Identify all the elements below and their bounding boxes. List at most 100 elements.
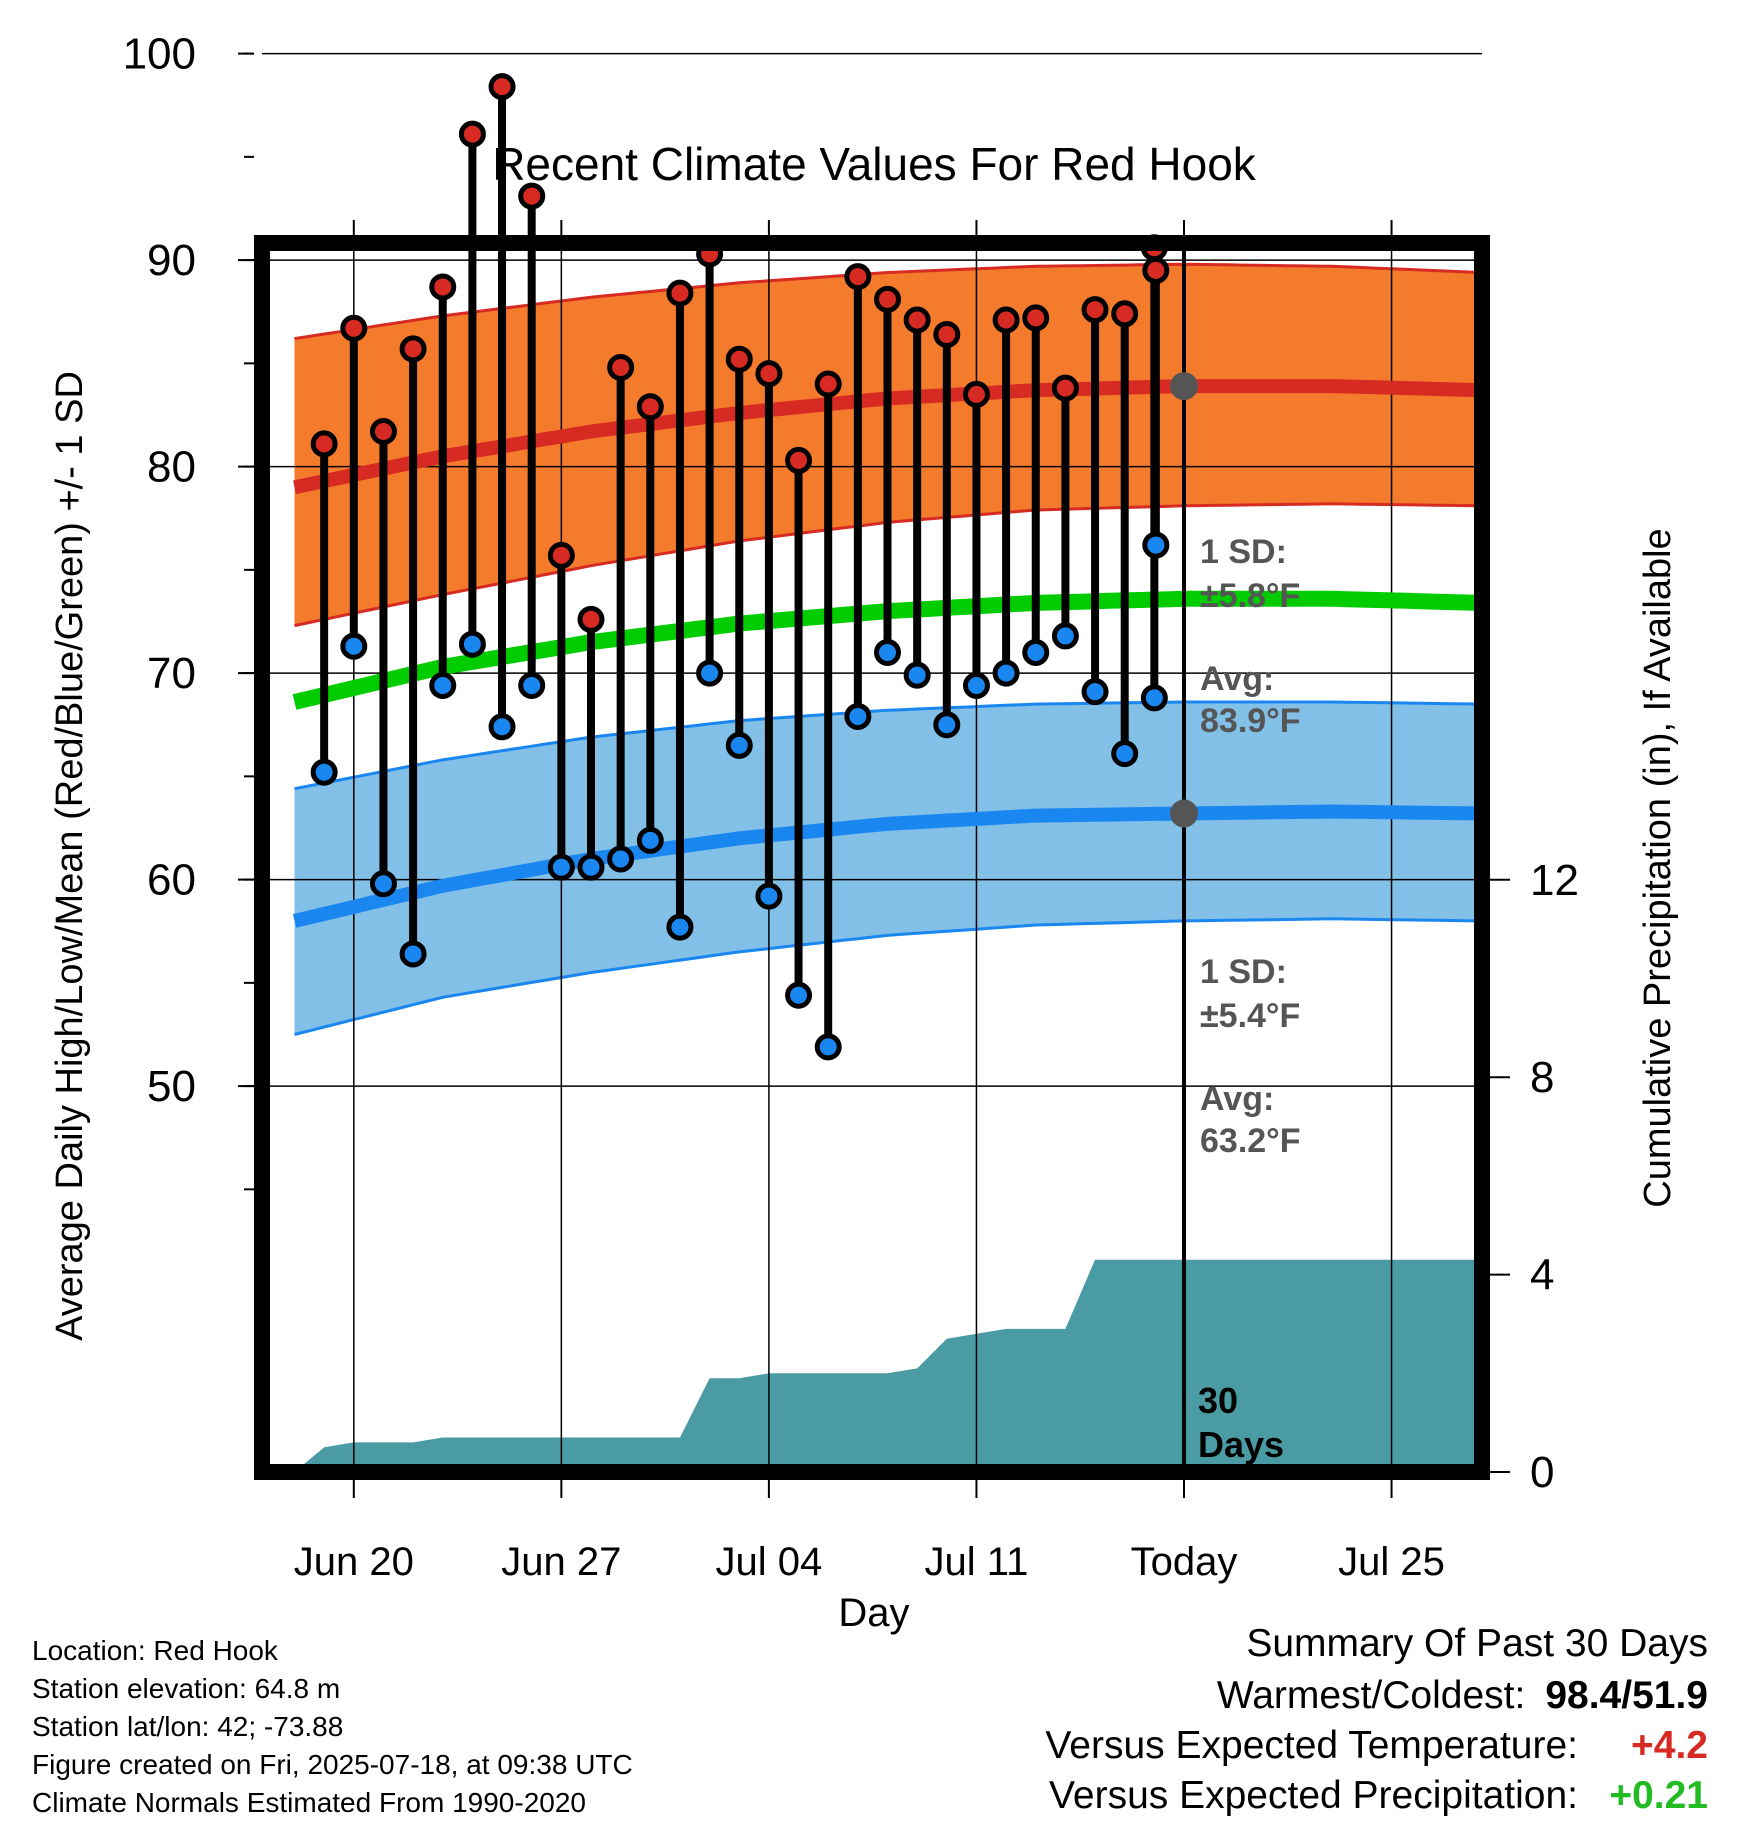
y-tick-label-80: 80: [147, 443, 196, 492]
observed-high-point-5: [458, 120, 486, 148]
observed-high-point-15: [755, 360, 783, 388]
observed-low-point-18: [844, 702, 872, 730]
y-tick-label-50: 50: [147, 1062, 196, 1111]
y-tick-label-90: 90: [147, 236, 196, 285]
observed-low-point-today: [1142, 531, 1170, 559]
observed-high-point-25: [1051, 374, 1079, 402]
observed-high-point-9: [577, 605, 605, 633]
summary-title: Summary Of Past 30 Days: [1246, 1622, 1708, 1665]
observed-high-point-2: [369, 417, 397, 445]
high-avg-marker: [1170, 372, 1198, 401]
summary-precip-value: +0.21: [1609, 1774, 1708, 1817]
observed-high-point-4: [429, 273, 457, 301]
summary-warm-cold: Warmest/Coldest: 98.4/51.9: [1045, 1674, 1708, 1724]
summary-temp: Versus Expected Temperature: +4.2: [1045, 1724, 1708, 1774]
y2-tick-label-0: 0: [1530, 1448, 1554, 1497]
observed-low-point-25: [1051, 622, 1079, 650]
today-window-label-1: 30: [1198, 1380, 1238, 1421]
observed-low-point-17: [814, 1033, 842, 1061]
x-tick-label-4: Today: [1131, 1540, 1238, 1584]
observed-low-point-16: [785, 981, 813, 1009]
summary-temp-label: Versus Expected Temperature:: [1045, 1724, 1578, 1767]
observed-low-point-15: [755, 882, 783, 910]
observed-high-point-8: [547, 541, 575, 569]
observed-low-point-27: [1111, 740, 1139, 768]
observed-high-point-10: [607, 353, 635, 381]
high-avg-label: Avg:: [1200, 660, 1274, 698]
x-axis-label: Day: [838, 1591, 909, 1635]
observed-high-point-today: [1142, 256, 1170, 284]
observed-high-point-22: [962, 380, 990, 408]
low-sd-label: 1 SD:: [1200, 953, 1287, 991]
summary-temp-value: +4.2: [1631, 1724, 1708, 1767]
observed-high-point-24: [1022, 304, 1050, 332]
y-axis-label: Average Daily High/Low/Mean (Red/Blue/Gr…: [49, 371, 91, 1341]
info-location: Location: Red Hook: [32, 1635, 278, 1666]
observed-low-point-12: [666, 913, 694, 941]
observed-high-point-12: [666, 279, 694, 307]
observed-high-point-21: [933, 320, 961, 348]
x-tick-label-3: Jul 11: [925, 1540, 1029, 1584]
observed-low-point-5: [458, 630, 486, 658]
observed-low-point-1: [340, 632, 368, 660]
plot-frame: [254, 235, 1490, 1480]
observed-high-point-3: [399, 335, 427, 363]
observed-high-point-1: [340, 314, 368, 342]
low-avg-label: Avg:: [1200, 1080, 1274, 1118]
precip-area: [294, 1259, 1481, 1472]
observed-low-point-3: [399, 940, 427, 968]
observed-low-point-28: [1140, 684, 1168, 712]
info-latlon: Station lat/lon: 42; -73.88: [32, 1711, 344, 1742]
observed-low-point-19: [874, 638, 901, 666]
y2-tick-label-4: 4: [1530, 1251, 1554, 1300]
summary-warm-cold-value: 98.4/51.9: [1545, 1674, 1708, 1717]
observed-high-point-7: [518, 182, 546, 210]
observed-high-point-11: [636, 393, 664, 421]
observed-layer: [310, 73, 1170, 1061]
info-created: Figure created on Fri, 2025-07-18, at 09…: [32, 1749, 633, 1780]
chart-title: Recent Climate Values For Red Hook: [492, 138, 1257, 190]
observed-low-point-23: [992, 659, 1020, 687]
summary-precip-label: Versus Expected Precipitation:: [1049, 1774, 1578, 1817]
observed-low-point-14: [725, 731, 753, 759]
x-tick-label-2: Jul 04: [716, 1540, 823, 1584]
observed-low-point-6: [488, 713, 516, 741]
observed-high-point-18: [844, 263, 872, 291]
observed-high-point-17: [814, 370, 842, 398]
observed-low-point-13: [696, 659, 724, 687]
y2-axis-label: Cumulative Precipitation (in), If Availa…: [1637, 528, 1679, 1207]
observed-low-point-7: [518, 671, 546, 699]
normal-low-line: [292, 804, 1481, 928]
observed-high-point-27: [1111, 300, 1139, 328]
low-avg-value: 63.2°F: [1200, 1122, 1301, 1160]
observed-low-point-20: [903, 661, 931, 689]
observed-high-point-19: [874, 285, 901, 313]
observed-low-point-11: [636, 826, 664, 854]
high-sd-value: ±5.8°F: [1200, 577, 1300, 615]
observed-low-point-22: [962, 671, 990, 699]
y-tick-label-70: 70: [147, 649, 196, 698]
observed-low-point-9: [577, 853, 605, 881]
precip-layer: [294, 1259, 1481, 1472]
high-sd-label: 1 SD:: [1200, 533, 1287, 571]
today-window-label-2: Days: [1198, 1424, 1284, 1465]
station-info: Location: Red Hook Station elevation: 64…: [32, 1632, 633, 1822]
observed-high-point-14: [725, 345, 753, 373]
high-band-upper-edge: [294, 262, 1481, 341]
frame-layer: [254, 235, 1490, 1480]
high-avg-value: 83.9°F: [1200, 702, 1301, 740]
low-sd-value: ±5.4°F: [1200, 997, 1300, 1035]
observed-low-point-10: [607, 845, 635, 873]
observed-high-point-0: [310, 430, 338, 458]
observed-low-point-4: [429, 671, 457, 699]
x-tick-label-5: Jul 25: [1338, 1540, 1445, 1584]
low-band: [294, 702, 1481, 1035]
observed-low-point-21: [933, 711, 961, 739]
summary-panel: Summary Of Past 30 Days Warmest/Coldest:…: [1045, 1622, 1708, 1824]
summary-warm-cold-label: Warmest/Coldest:: [1216, 1674, 1526, 1717]
observed-low-point-24: [1022, 638, 1050, 666]
y2-tick-label-8: 8: [1530, 1053, 1554, 1102]
info-normals: Climate Normals Estimated From 1990-2020: [32, 1787, 586, 1818]
summary-precip: Versus Expected Precipitation: +0.21: [1045, 1774, 1708, 1824]
